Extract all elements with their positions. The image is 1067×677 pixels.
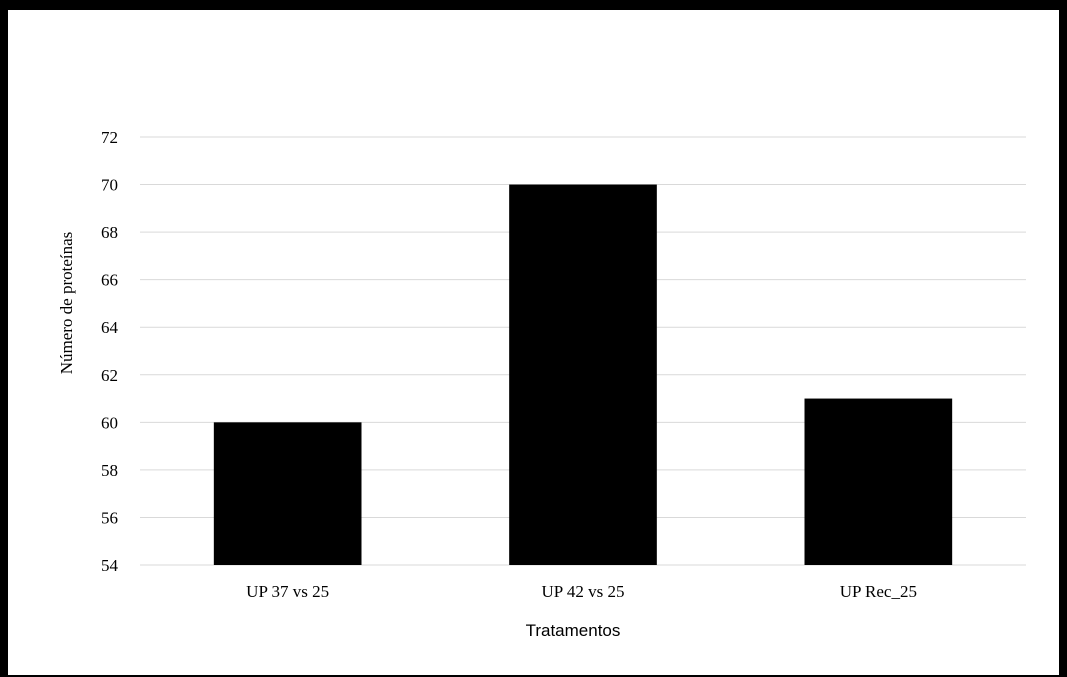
- x-axis-title: Tratamentos: [526, 621, 621, 640]
- y-tick-label: 56: [101, 508, 118, 527]
- bars: [213, 184, 953, 566]
- x-tick-label: UP 37 vs 25: [246, 582, 329, 601]
- x-tick-label: UP 42 vs 25: [542, 582, 625, 601]
- y-axis-title: Número de proteínas: [57, 232, 76, 375]
- x-tick-label: UP Rec_25: [840, 582, 917, 601]
- bar-1: [213, 422, 362, 565]
- y-tick-labels: 54 56 58 60 62 64 66 68 70 72: [101, 128, 119, 575]
- y-tick-label: 64: [101, 318, 119, 337]
- y-tick-label: 72: [101, 128, 118, 147]
- y-tick-label: 70: [101, 176, 118, 195]
- y-tick-label: 66: [101, 271, 118, 290]
- y-tick-label: 58: [101, 461, 118, 480]
- y-tick-label: 54: [101, 556, 119, 575]
- y-tick-label: 60: [101, 413, 118, 432]
- x-tick-labels: UP 37 vs 25 UP 42 vs 25 UP Rec_25: [246, 582, 917, 601]
- y-tick-label: 68: [101, 223, 118, 242]
- y-tick-label: 62: [101, 366, 118, 385]
- bar-3: [804, 398, 953, 565]
- bar-2: [509, 184, 657, 566]
